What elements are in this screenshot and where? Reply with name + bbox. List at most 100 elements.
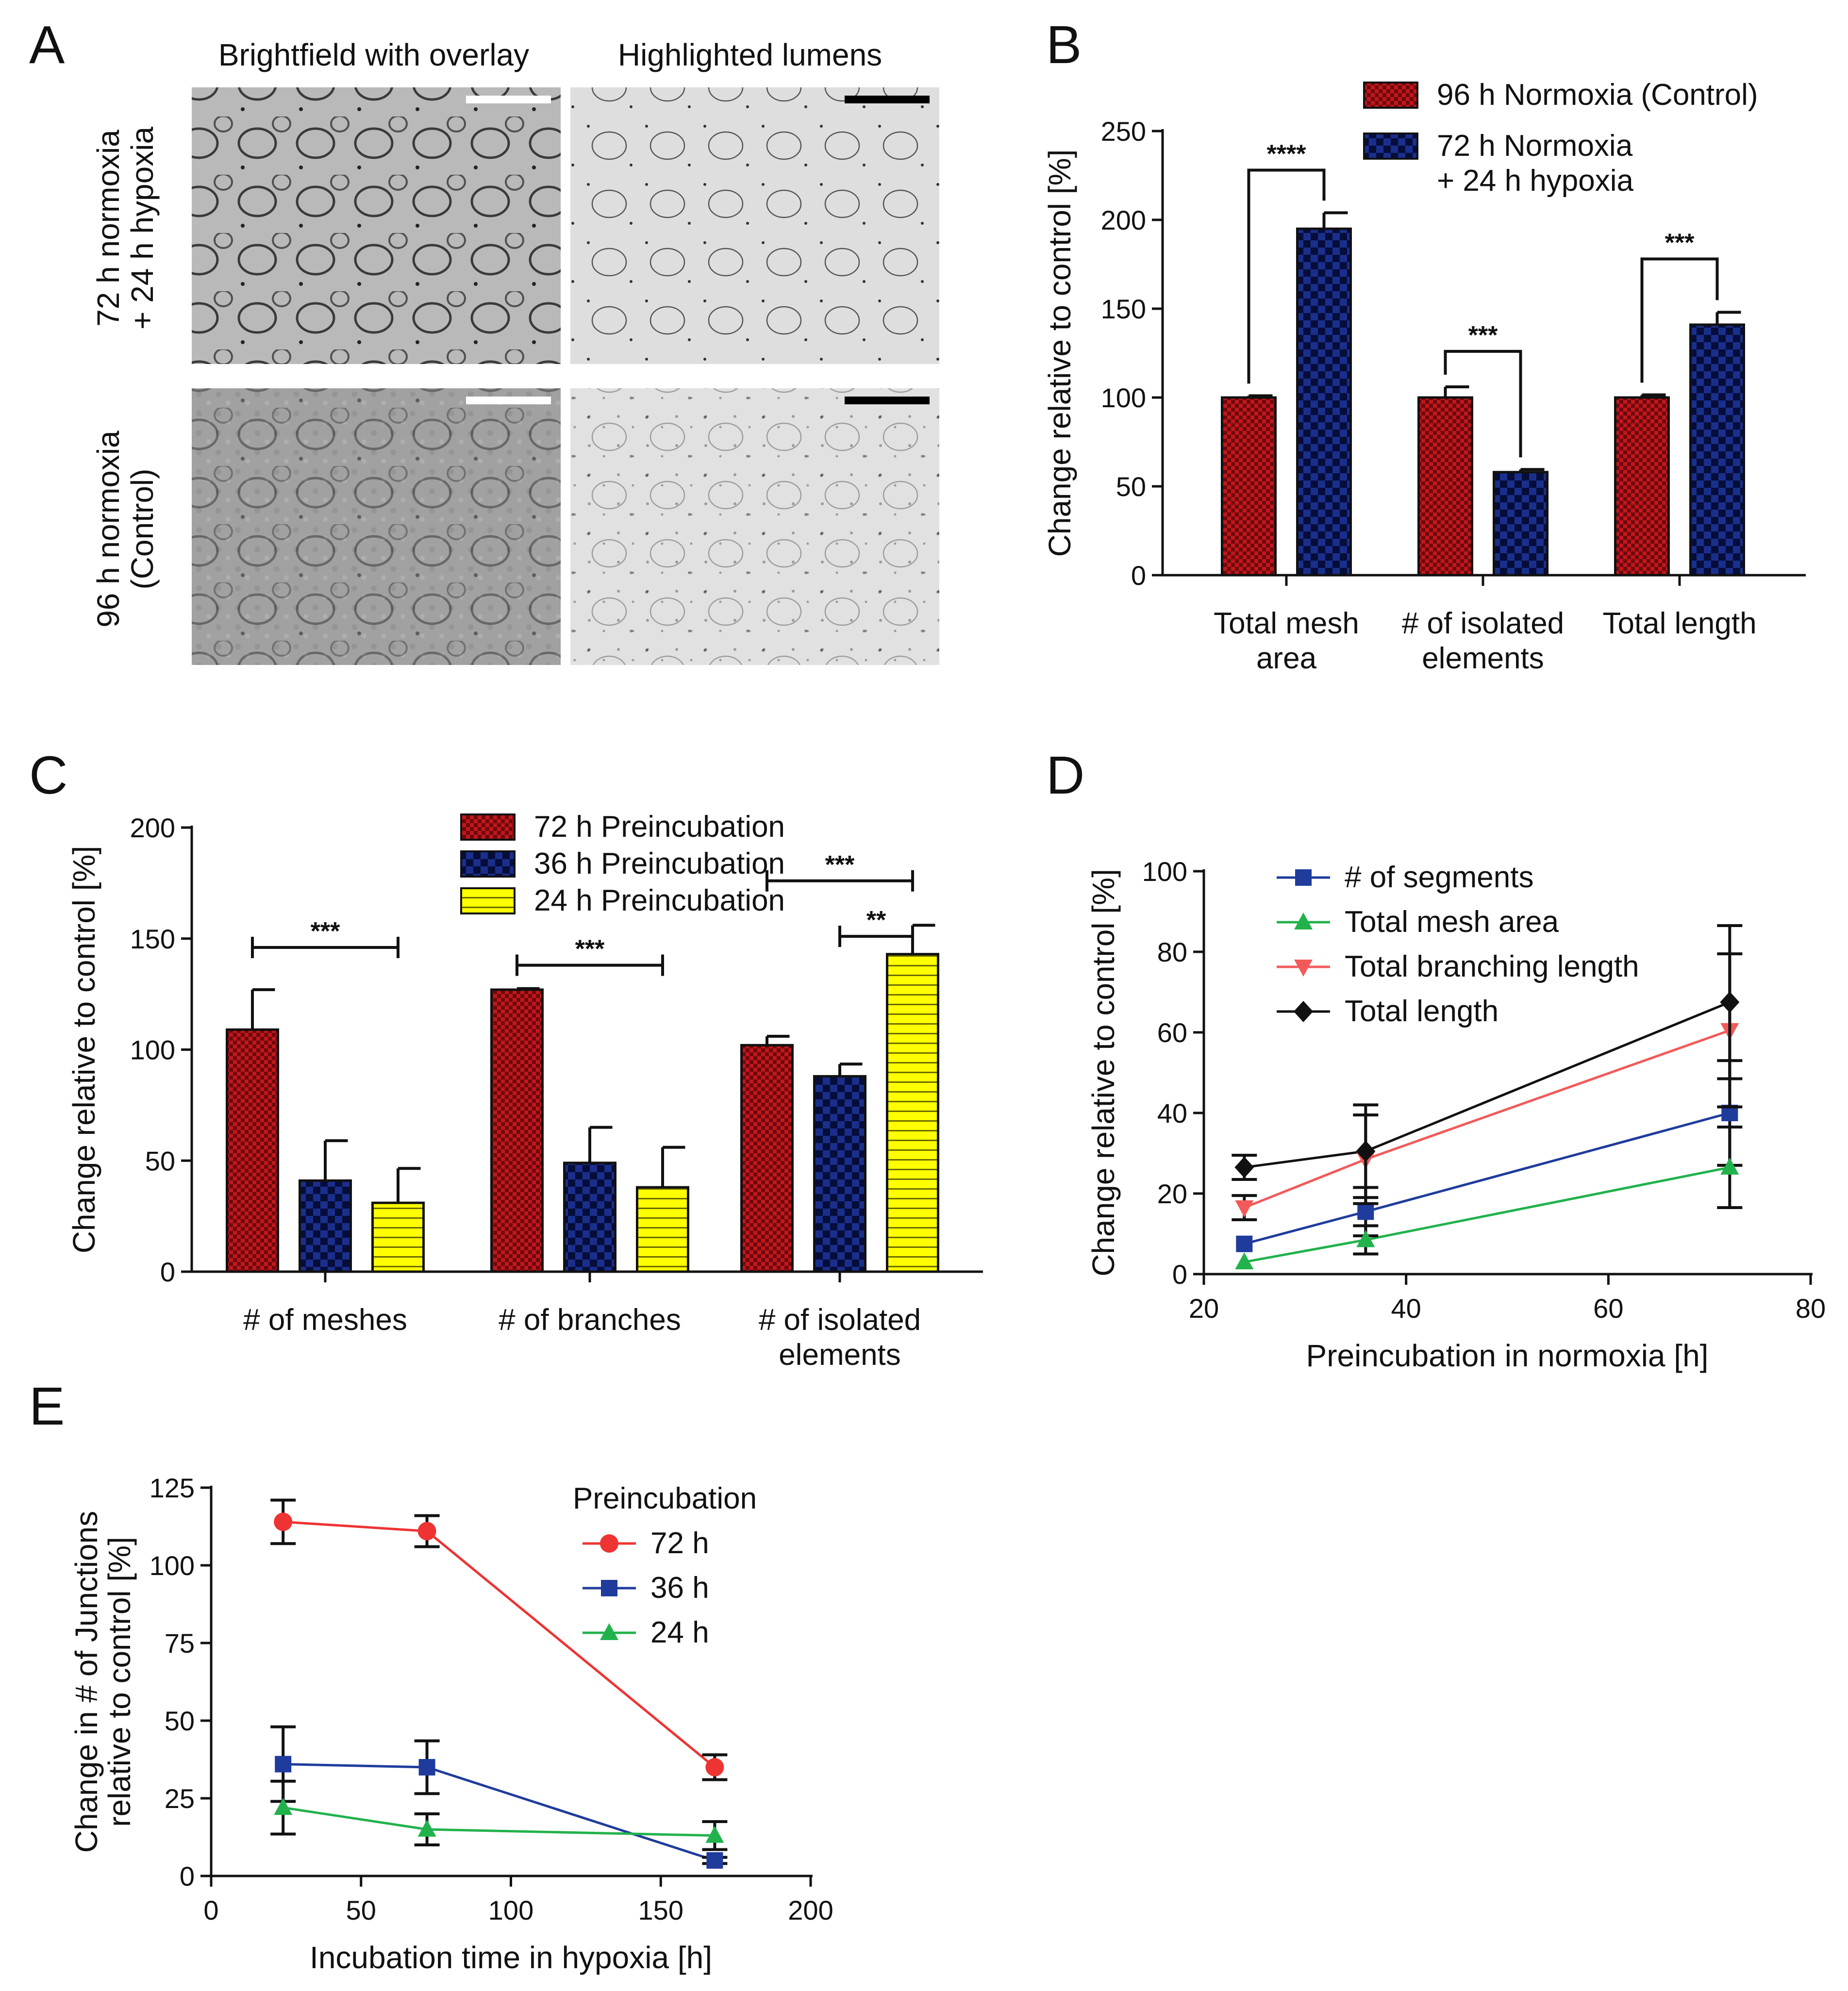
panel-e-y-tick-label-1: 25 — [165, 1783, 195, 1814]
panel-b-y-tick-label-0: 0 — [1131, 560, 1146, 591]
panel-a-row-title-2-line-1: 96 h normoxia — [91, 431, 126, 628]
panel-c-bar-0-0 — [226, 1028, 279, 1273]
panel-c-sig-bracket-0 — [251, 937, 400, 959]
panel-b-bar-1-0 — [1417, 396, 1473, 577]
panel-c-sig-label-0: *** — [311, 917, 340, 946]
panel-b-y-tick-label-1: 50 — [1116, 471, 1146, 502]
panel-d-legend-marker-2 — [1294, 960, 1313, 977]
panel-e-legend-label-2: 24 h — [650, 1616, 709, 1649]
panel-d-x-axis-title: Preincubation in normoxia [h] — [1306, 1338, 1709, 1373]
panel-d-y-axis-title-line-0: Change relative to control [%] — [1086, 869, 1121, 1277]
panel-d-point-1-2 — [1720, 1158, 1739, 1175]
panel-e-point-0-2 — [705, 1758, 724, 1776]
panel-b-y-tick-label-3: 150 — [1101, 294, 1146, 324]
panel-e-y-tick-label-4: 100 — [150, 1550, 195, 1581]
panel-d-y-tick-label-5: 100 — [1142, 856, 1187, 887]
panel-c-bar-1-0 — [490, 988, 544, 1273]
panel-e-y-tick-label-5: 125 — [150, 1473, 195, 1503]
panel-d-x-tick-label-3: 80 — [1796, 1293, 1826, 1324]
panel-c-bar-0-2 — [371, 1201, 425, 1273]
panel-c-legend-label-1-0: 36 h Preincubation — [534, 847, 785, 880]
panel-e-point-0-0 — [274, 1512, 293, 1531]
panel-d-y-tick-label-3: 60 — [1157, 1017, 1187, 1048]
panel-d-point-1-0 — [1235, 1252, 1254, 1270]
panel-d-x-tick-label-0: 20 — [1189, 1293, 1219, 1324]
panel-d-legend-marker-1 — [1294, 913, 1313, 929]
panel-d-legend-label-1: Total mesh area — [1345, 905, 1559, 939]
panel-e-series-line-1 — [283, 1763, 716, 1862]
panel-d-y-tick-label-0: 0 — [1172, 1259, 1187, 1290]
panel-c-bar-2-0 — [740, 1044, 794, 1273]
panel-b-sig-label-0: **** — [1267, 140, 1307, 168]
panel-d-point-3-2 — [1720, 991, 1740, 1013]
panel-c-y-tick-label-4: 200 — [130, 813, 175, 843]
panel-a-col-title-2: Highlighted lumens — [618, 37, 882, 72]
panel-c-bar-1-1 — [563, 1161, 616, 1273]
panel-e-x-tick-label-0: 0 — [203, 1895, 218, 1925]
panel-e-point-1-2 — [706, 1852, 723, 1869]
micrograph-lumens-control-overlay — [570, 388, 939, 665]
panel-e-legend-marker-1 — [601, 1580, 617, 1596]
panel-b-legend-label-1-1: + 24 h hypoxia — [1437, 164, 1634, 198]
panel-c-y-axis-title-line-0: Change relative to control [%] — [67, 846, 101, 1254]
panel-a-row-title-2-line-2: (Control) — [125, 469, 160, 590]
panel-e-point-2-1 — [417, 1820, 436, 1837]
panel-b-sig-bracket-1 — [1444, 349, 1522, 458]
panel-d-point-1-1 — [1356, 1230, 1375, 1247]
panel-e-legend-label-0: 72 h — [650, 1526, 709, 1560]
panel-e-y-tick-label-2: 50 — [165, 1706, 195, 1736]
panel-c-sig-bracket-2 — [766, 870, 914, 892]
micrograph-lumens-hypoxia — [570, 87, 939, 364]
scale-bar-black-2 — [845, 397, 930, 404]
panel-e-series-line-2 — [283, 1806, 715, 1837]
panel-e-y-tick-label-0: 0 — [180, 1861, 195, 1891]
panel-b-bar-2-0 — [1614, 396, 1670, 577]
panel-d-letter: D — [1046, 746, 1084, 805]
panel-c-sig-bracket-3 — [838, 926, 914, 947]
panel-e-point-1-1 — [418, 1759, 435, 1775]
panel-c: C 0 50 100 150 200 Change relative to control… — [29, 746, 983, 1372]
panel-b-bar-1-1 — [1493, 471, 1548, 577]
panel-b: B 0 50 100 150 200 250 Change relative to cont… — [1042, 15, 1806, 675]
micrograph-brightfield-control-overlay — [192, 388, 561, 665]
panel-d-legend-marker-3 — [1294, 1001, 1313, 1022]
panel-e-letter: E — [29, 1377, 65, 1436]
panel-b-category-label-1-0: # of isolated — [1402, 607, 1564, 640]
panel-d-y-tick-label-1: 20 — [1157, 1178, 1187, 1209]
panel-b-category-label-2-0: Total length — [1602, 607, 1756, 640]
panel-c-legend-swatch-2 — [460, 887, 516, 914]
panel-d-legend-label-0: # of segments — [1345, 861, 1533, 894]
panel-c-bar-0-1 — [299, 1179, 352, 1273]
panel-c-category-label-0-0: # of meshes — [243, 1303, 407, 1337]
panel-b-y-axis-title-line-0: Change relative to control [%] — [1042, 149, 1077, 557]
panel-b-bar-0-0 — [1221, 396, 1277, 577]
panel-c-sig-bracket-1 — [516, 954, 664, 976]
panel-d-legend-label-2: Total branching length — [1345, 950, 1639, 983]
panel-d-x-tick-label-1: 40 — [1391, 1293, 1421, 1324]
panel-d-y-tick-label-4: 80 — [1157, 937, 1187, 967]
panel-d-point-0-0 — [1236, 1235, 1253, 1252]
panel-c-bar-2-1 — [813, 1075, 866, 1273]
panel-e-point-2-2 — [705, 1825, 724, 1843]
panel-c-category-label-2-0: # of isolated — [759, 1303, 921, 1337]
panel-c-legend-label-0-0: 72 h Preincubation — [534, 810, 785, 844]
panel-d-legend-marker-0 — [1295, 869, 1312, 886]
panel-b-legend-label-0-0: 96 h Normoxia (Control) — [1437, 78, 1758, 112]
panel-c-legend-label-2-0: 24 h Preincubation — [534, 884, 785, 917]
panel-d-y-tick-label-2: 40 — [1157, 1098, 1187, 1128]
panel-a: A Brightfield with overlay Highlighted l… — [29, 15, 939, 665]
micrograph-brightfield-hypoxia — [192, 87, 561, 364]
panel-e-x-tick-label-2: 100 — [488, 1895, 533, 1925]
panel-b-legend-swatch-1 — [1363, 133, 1418, 160]
scale-bar-white-2 — [466, 397, 551, 404]
panel-c-y-tick-label-3: 150 — [130, 924, 175, 954]
panel-a-letter: A — [29, 15, 65, 75]
panel-e-point-0-1 — [417, 1522, 436, 1541]
panel-b-bar-0-1 — [1296, 227, 1352, 577]
panel-e-legend-title: Preincubation — [573, 1482, 757, 1515]
panel-c-legend-swatch-1 — [460, 850, 516, 878]
panel-b-sig-label-1: *** — [1468, 321, 1498, 349]
